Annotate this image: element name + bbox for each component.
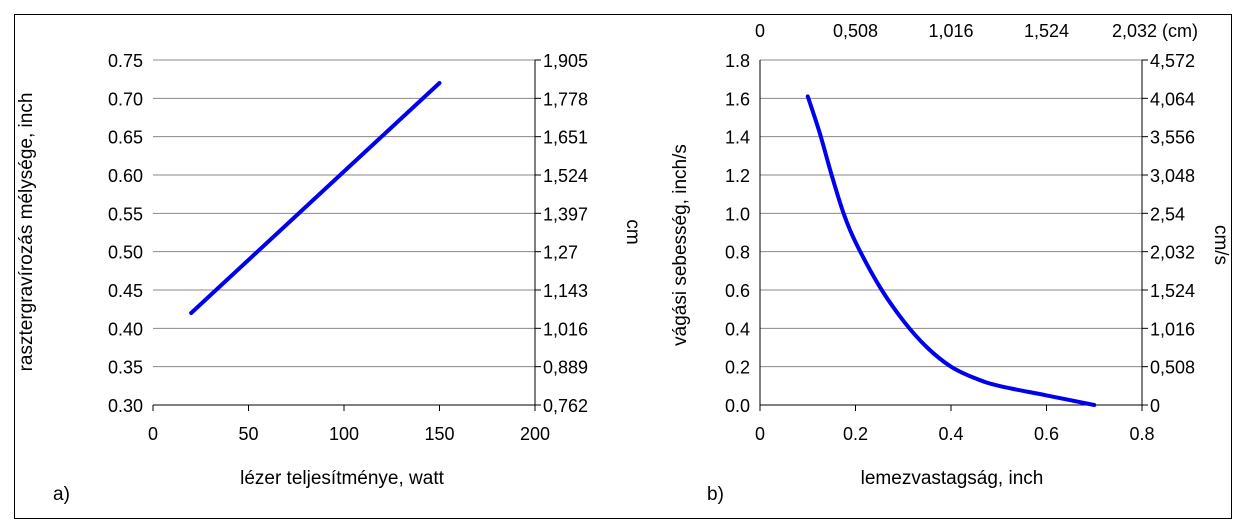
chart-b-x-tick-labels: 0 0.2 0.4 0.6 0.8 (755, 405, 1155, 444)
y-right-tick-label: 4,572 (1150, 51, 1195, 71)
chart-b-y-tick-labels: 0.0 0.2 0.4 0.6 0.8 1.0 1.2 1.4 1.6 1.8 (725, 51, 750, 416)
chart-a-x-tick-labels: 0 50 100 150 200 (148, 405, 550, 444)
y-right-tick-label: 1,016 (543, 319, 588, 339)
chart-b-ylabel-right: cm/s (1210, 225, 1231, 265)
chart-b: 0 0.2 0.4 0.6 0.8 0 0,508 1,016 1,524 2,032 (cm)… (670, 21, 1231, 505)
y-tick-label: 1.6 (725, 89, 750, 109)
y-right-tick-label: 0,762 (543, 396, 588, 416)
y-right-tick-label: 0,889 (543, 358, 588, 378)
y-tick-label: 0.65 (108, 128, 143, 148)
y-right-tick-label: 1,905 (543, 51, 588, 71)
x-tick-label: 0 (148, 424, 158, 444)
x-tick-label: 200 (520, 424, 550, 444)
chart-b-panel-label: b) (707, 484, 724, 505)
y-right-tick-label: 4,064 (1150, 89, 1195, 109)
y-tick-label: 0.40 (108, 319, 143, 339)
y-right-tick-label: 1,651 (543, 128, 588, 148)
x-top-tick-label: 1,524 (1024, 21, 1069, 41)
y-right-tick-label: 1,778 (543, 89, 588, 109)
x-tick-label: 0.2 (843, 424, 868, 444)
y-tick-label: 1.0 (725, 204, 750, 224)
x-tick-label: 100 (329, 424, 359, 444)
chart-b-x-top-tick-labels: 0 0,508 1,016 1,524 2,032 (cm) (755, 21, 1198, 41)
y-right-tick-label: 1,016 (1150, 319, 1195, 339)
y-right-tick-label: 3,556 (1150, 128, 1195, 148)
chart-a: 0 50 100 150 200 0.30 0.35 0.40 0.45 0.50 0.55 0.6… (16, 51, 643, 505)
chart-a-gridlines (153, 59, 535, 368)
y-tick-label: 1.2 (725, 166, 750, 186)
chart-a-series (189, 81, 442, 315)
y-tick-label: 0.30 (108, 396, 143, 416)
series-line (189, 81, 442, 315)
y-tick-label: 0.4 (725, 319, 750, 339)
y-tick-label: 0.0 (725, 396, 750, 416)
series-line (805, 94, 1097, 407)
y-right-tick-label: 1,397 (543, 204, 588, 224)
y-right-tick-label: 0 (1150, 396, 1160, 416)
x-top-tick-label: 0 (755, 21, 765, 41)
x-tick-label: 0.4 (938, 424, 963, 444)
y-right-tick-label: 0,508 (1150, 358, 1195, 378)
x-tick-label: 0.8 (1129, 424, 1154, 444)
x-tick-label: 0.6 (1034, 424, 1059, 444)
chart-a-y-right-tick-labels: 0,762 0,889 1,016 1,143 1,27 1,397 1,524 1,651 1… (535, 51, 588, 416)
chart-a-panel-label: a) (53, 484, 70, 505)
chart-a-ylabel: rasztergravírozás mélysége, inch (16, 93, 37, 372)
x-top-tick-label: 1,016 (928, 21, 973, 41)
y-right-tick-label: 1,143 (543, 281, 588, 301)
y-tick-label: 0.75 (108, 51, 143, 71)
y-right-tick-label: 1,524 (1150, 281, 1195, 301)
y-tick-label: 0.2 (725, 358, 750, 378)
y-tick-label: 1.8 (725, 51, 750, 71)
y-tick-label: 0.50 (108, 243, 143, 263)
chart-a-ylabel-right: cm (622, 219, 643, 244)
chart-b-xlabel: lemezvastagság, inch (861, 468, 1044, 489)
chart-a-y-tick-labels: 0.30 0.35 0.40 0.45 0.50 0.55 0.60 0.65 0.70 0.75 (108, 51, 143, 416)
y-right-tick-label: 1,27 (543, 243, 578, 263)
y-right-tick-label: 2,032 (1150, 243, 1195, 263)
y-tick-label: 0.8 (725, 243, 750, 263)
chart-b-gridlines (760, 59, 1142, 368)
chart-a-xlabel: lézer teljesítménye, watt (240, 468, 445, 489)
y-right-tick-label: 3,048 (1150, 166, 1195, 186)
x-tick-label: 0 (755, 424, 765, 444)
x-tick-label: 150 (424, 424, 454, 444)
chart-b-y-right-tick-labels: 0 0,508 1,016 1,524 2,032 2,54 3,048 3,556 4,064… (1142, 51, 1195, 416)
y-right-tick-label: 2,54 (1150, 204, 1185, 224)
x-top-tick-label: 2,032 (cm) (1112, 21, 1198, 41)
y-tick-label: 0.55 (108, 204, 143, 224)
y-tick-label: 0.6 (725, 281, 750, 301)
x-tick-label: 50 (238, 424, 258, 444)
y-tick-label: 0.60 (108, 166, 143, 186)
y-tick-label: 1.4 (725, 128, 750, 148)
y-tick-label: 0.35 (108, 358, 143, 378)
y-right-tick-label: 1,524 (543, 166, 588, 186)
y-tick-label: 0.70 (108, 89, 143, 109)
y-tick-label: 0.45 (108, 281, 143, 301)
chart-b-ylabel: vágási sebesség, inch/s (670, 144, 691, 346)
x-top-tick-label: 0,508 (833, 21, 878, 41)
chart-b-series (805, 94, 1097, 407)
